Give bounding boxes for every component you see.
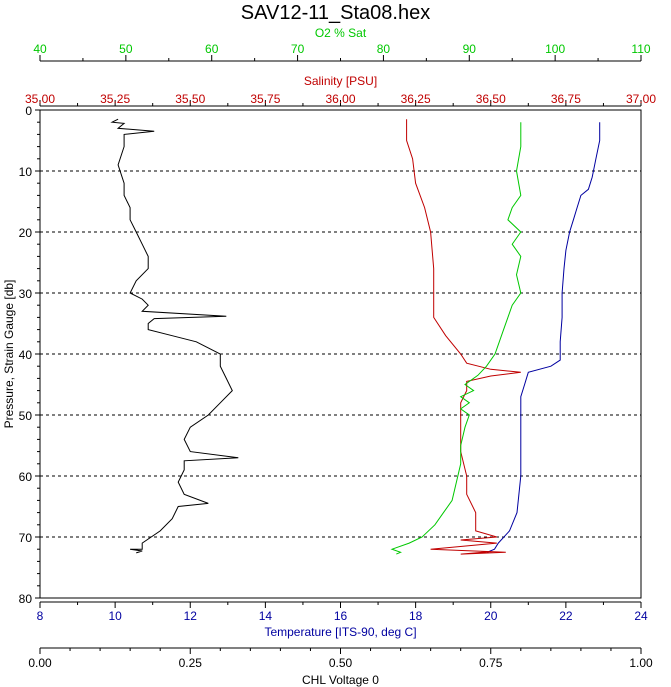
temperature-tick-label: 20	[484, 609, 498, 623]
o2-profile-line	[390, 122, 522, 555]
y-tick-label: 60	[19, 470, 33, 484]
chl-tick-label: 0.00	[28, 656, 52, 670]
o2-tick-label: 40	[33, 42, 47, 56]
y-tick-label: 50	[19, 409, 33, 423]
salinity-tick-label: 35.75	[250, 92, 280, 106]
salinity-tick-label: 36.50	[476, 92, 506, 106]
y-tick-label: 0	[25, 104, 32, 118]
y-tick-label: 20	[19, 226, 33, 240]
o2-tick-label: 50	[119, 42, 133, 56]
salinity-tick-label: 35.00	[25, 92, 55, 106]
salinity-tick-label: 35.25	[100, 92, 130, 106]
temperature-tick-label: 22	[559, 609, 573, 623]
o2-tick-label: 100	[545, 42, 565, 56]
chl-axis-label: CHL Voltage 0	[302, 673, 379, 687]
y-axis-label: Pressure, Strain Gauge [db]	[2, 280, 16, 429]
temperature-tick-label: 14	[259, 609, 273, 623]
o2-tick-label: 70	[291, 42, 305, 56]
y-tick-label: 30	[19, 287, 33, 301]
series-layer	[110, 118, 601, 555]
salinity-axis-label: Salinity [PSU]	[304, 74, 377, 88]
chart-title: SAV12-11_Sta08.hex	[240, 2, 431, 24]
y-tick-label: 10	[19, 165, 33, 179]
chl-tick-label: 0.50	[329, 656, 353, 670]
temperature-tick-label: 18	[409, 609, 423, 623]
salinity-tick-label: 36.00	[325, 92, 355, 106]
temperature-profile-line	[486, 122, 601, 553]
temperature-tick-label: 24	[634, 609, 648, 623]
salinity-tick-label: 35.50	[175, 92, 205, 106]
temperature-axis-label: Temperature [ITS-90, deg C]	[264, 625, 416, 639]
salinity-tick-label: 37.00	[626, 92, 656, 106]
axes-layer: 0 10 20 30 40 50 60 70 80 Pressure, Strain Gauge …	[2, 26, 656, 687]
temperature-tick-label: 16	[334, 609, 348, 623]
y-tick-label: 80	[19, 592, 33, 606]
grid-layer	[40, 170, 641, 538]
chl-tick-label: 1.00	[629, 656, 653, 670]
temperature-tick-label: 10	[108, 609, 122, 623]
temperature-tick-label: 12	[184, 609, 198, 623]
o2-axis-label: O2 % Sat	[315, 26, 367, 40]
o2-tick-label: 90	[463, 42, 477, 56]
salinity-tick-label: 36.25	[401, 92, 431, 106]
y-tick-label: 40	[19, 348, 33, 362]
o2-tick-label: 80	[377, 42, 391, 56]
o2-tick-label: 110	[631, 42, 650, 56]
salinity-tick-label: 36.75	[551, 92, 581, 106]
y-tick-label: 70	[19, 531, 33, 545]
salinity-profile-line	[406, 119, 521, 555]
chl-tick-label: 0.25	[179, 656, 203, 670]
o2-tick-label: 60	[205, 42, 219, 56]
chl-profile-line	[110, 118, 239, 554]
temperature-tick-label: 8	[37, 609, 44, 623]
chl-tick-label: 0.75	[479, 656, 503, 670]
